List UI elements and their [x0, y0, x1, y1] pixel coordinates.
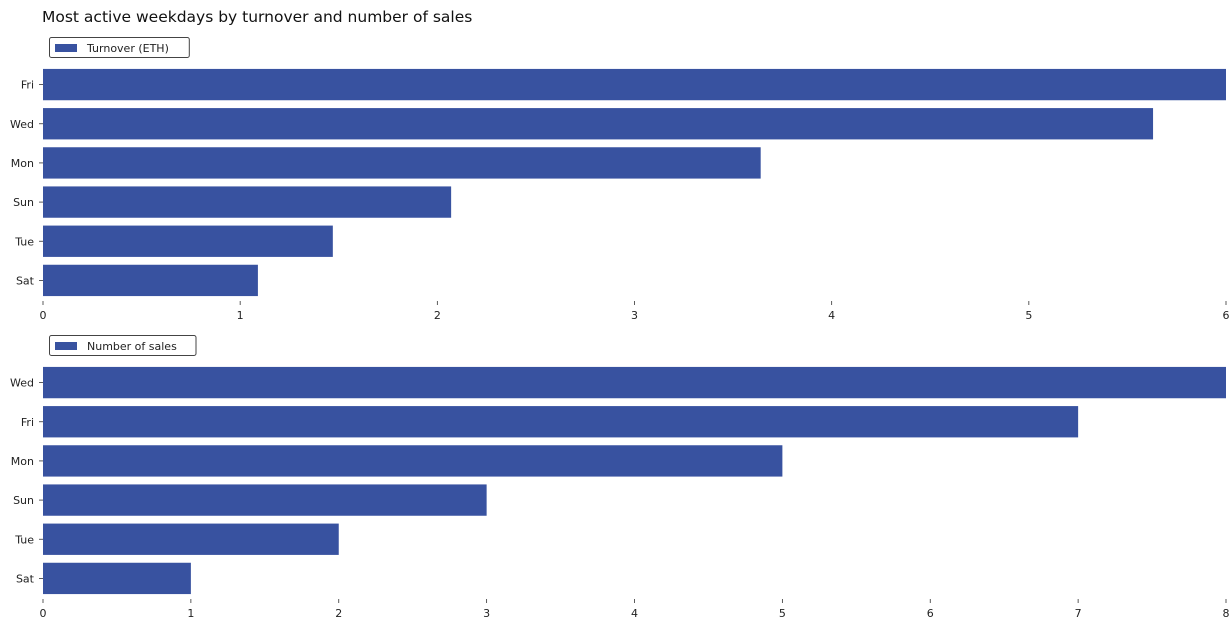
y-tick-label: Mon [11, 455, 34, 468]
legend-swatch [55, 342, 77, 350]
y-tick-label: Sun [13, 494, 34, 507]
y-tick-label: Mon [11, 157, 34, 170]
y-tick-label: Sun [13, 196, 34, 209]
bar-sat [43, 562, 191, 595]
chart-panel-2: Wed Fri Mon Sun Tue Sat 0 1 2 3 4 5 6 7 8 Number of sal… [10, 335, 1230, 620]
x-tick-label: 7 [1075, 607, 1082, 620]
x-tick-label: 5 [1025, 309, 1032, 322]
x-tick-label: 2 [335, 607, 342, 620]
y-tick-label: Sat [16, 572, 35, 585]
x-tick-label: 6 [927, 607, 934, 620]
x-tick-label: 3 [631, 309, 638, 322]
legend-swatch [55, 44, 77, 52]
bar-wed [43, 108, 1154, 140]
y-tick-label: Wed [10, 377, 34, 390]
y-tick-label: Tue [14, 533, 34, 546]
legend: Number of sales [49, 335, 197, 356]
y-tick-label: Sat [16, 274, 35, 287]
x-tick-label: 1 [237, 309, 244, 322]
legend-label: Number of sales [87, 340, 177, 353]
bar-sun [43, 484, 487, 516]
bar-wed [43, 366, 1226, 399]
y-tick-label: Wed [10, 118, 34, 131]
y-tick-label: Fri [21, 79, 34, 92]
x-tick-label: 3 [483, 607, 490, 620]
legend-frame [49, 37, 190, 58]
bar-mon [43, 445, 783, 477]
x-tick-label: 6 [1223, 309, 1230, 322]
bar-sat [43, 264, 258, 297]
bar-mon [43, 147, 761, 179]
x-tick-label: 8 [1223, 607, 1230, 620]
x-tick-label: 4 [631, 607, 638, 620]
x-tick-label: 0 [40, 309, 47, 322]
legend-frame [49, 335, 197, 356]
bar-sun [43, 186, 452, 218]
bar-fri [43, 68, 1226, 101]
chart-title: Most active weekdays by turnover and num… [42, 8, 473, 26]
bar-tue [43, 225, 333, 257]
y-tick-label: Fri [21, 416, 34, 429]
x-tick-label: 4 [828, 309, 835, 322]
x-tick-label: 2 [434, 309, 441, 322]
y-tick-label: Tue [14, 235, 34, 248]
chart-panel-1: Fri Wed Mon Sun Tue Sat 0 1 2 3 4 5 6 Turnover (ETH) [10, 37, 1230, 322]
x-tick-label: 1 [187, 607, 194, 620]
x-tick-label: 5 [779, 607, 786, 620]
bar-fri [43, 406, 1079, 438]
x-tick-label: 0 [40, 607, 47, 620]
legend-label: Turnover (ETH) [86, 42, 169, 55]
bar-tue [43, 523, 339, 555]
legend: Turnover (ETH) [49, 37, 190, 58]
